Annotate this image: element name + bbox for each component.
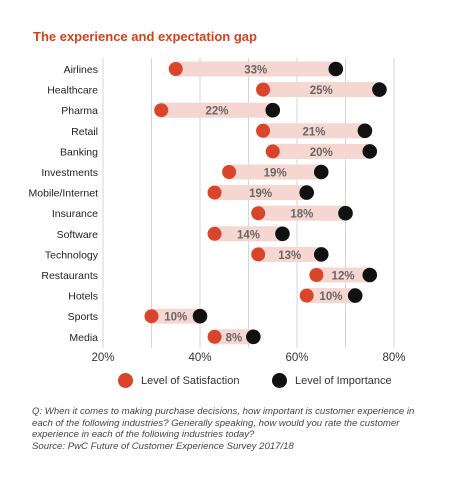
gap-label: 18% (290, 209, 313, 221)
x-tick-label: 60% (285, 352, 308, 364)
legend-label-importance: Level of Importance (295, 374, 392, 387)
chart-title: The experience and expectation gap (33, 29, 257, 44)
gap-band (214, 329, 254, 345)
gap-label: 19% (264, 168, 287, 180)
satisfaction-point (256, 123, 271, 138)
category-label: Technology (45, 249, 99, 261)
importance-legend-swatch (272, 373, 287, 388)
satisfaction-point (154, 103, 169, 118)
note-line-2: each of the following industries? Genera… (32, 417, 400, 429)
gap-label: 8% (226, 332, 243, 344)
importance-point (313, 164, 329, 180)
legend-item-satisfaction: Level of Satisfaction (118, 373, 239, 388)
gap-band (263, 82, 380, 98)
satisfaction-point (256, 82, 271, 97)
note-line-3: experience in each of the following indu… (32, 429, 255, 440)
importance-point (357, 123, 373, 139)
satisfaction-point (265, 144, 280, 159)
importance-point (362, 267, 378, 283)
x-tick-label: 80% (382, 352, 405, 364)
satisfaction-point (207, 226, 222, 241)
satisfaction-point (222, 165, 237, 179)
satisfaction-legend-swatch (118, 373, 133, 388)
category-label: Airlines (64, 64, 98, 76)
satisfaction-point (251, 206, 266, 221)
gap-band (151, 308, 200, 324)
category-label: Retail (71, 126, 98, 138)
importance-point (338, 205, 353, 221)
gap-label: 14% (237, 229, 260, 241)
gap-band (161, 102, 273, 118)
category-label: Investments (41, 167, 98, 179)
gap-label: 25% (310, 85, 333, 97)
category-label: Mobile/Internet (29, 188, 99, 200)
x-tick-label: 20% (91, 352, 114, 364)
category-label: Insurance (52, 208, 98, 220)
satisfaction-point (207, 185, 222, 200)
gap-label: 10% (319, 291, 342, 303)
importance-point (313, 247, 329, 262)
gap-band (272, 143, 370, 159)
category-label: Hotels (68, 291, 98, 303)
satisfaction-point (309, 268, 324, 282)
gap-band (306, 288, 356, 304)
importance-point (299, 185, 315, 200)
satisfaction-point (299, 288, 314, 303)
gap-label: 12% (332, 271, 355, 283)
note-line-4: Source: PwC Future of Customer Experienc… (32, 440, 294, 452)
importance-point (265, 102, 281, 118)
category-label: Pharma (61, 105, 98, 117)
satisfaction-point (251, 247, 266, 262)
gap-band (263, 123, 365, 139)
x-tick-label: 40% (188, 352, 211, 364)
importance-point (246, 329, 261, 345)
gap-label: 19% (249, 188, 272, 200)
gap-band (229, 164, 322, 180)
importance-point (362, 144, 378, 159)
category-label: Sports (68, 311, 98, 323)
category-label: Software (57, 229, 99, 241)
category-label: Healthcare (47, 85, 98, 97)
category-label: Media (69, 332, 98, 344)
satisfaction-point (207, 329, 222, 344)
gap-band (316, 267, 370, 283)
satisfaction-point (168, 62, 183, 76)
dumbbell-chart: 20% 40% 60% 80% Airlines 33% Healthcare 25% Phar… (29, 58, 406, 364)
gap-band (175, 61, 336, 77)
satisfaction-point (144, 309, 159, 324)
importance-point (328, 61, 344, 77)
legend-item-importance: Level of Importance (272, 373, 392, 388)
gap-band (258, 246, 322, 262)
gap-label: 22% (205, 106, 228, 118)
gap-band (258, 205, 346, 221)
survey-note: Q: When it comes to making purchase deci… (32, 406, 452, 452)
gap-label: 10% (164, 312, 187, 324)
gap-label: 21% (302, 126, 325, 138)
gap-band (214, 185, 307, 201)
importance-point (192, 308, 208, 324)
note-line-1: Q: When it comes to making purchase deci… (32, 406, 415, 417)
category-label: Banking (60, 146, 98, 158)
importance-point (275, 226, 290, 242)
legend-label-satisfaction: Level of Satisfaction (141, 374, 240, 387)
gap-label: 20% (310, 147, 333, 159)
importance-point (347, 288, 363, 303)
gap-label: 33% (244, 65, 267, 77)
gap-band (214, 226, 283, 242)
importance-point (372, 82, 387, 97)
category-label: Restaurants (41, 270, 98, 282)
gap-label: 13% (278, 250, 301, 262)
